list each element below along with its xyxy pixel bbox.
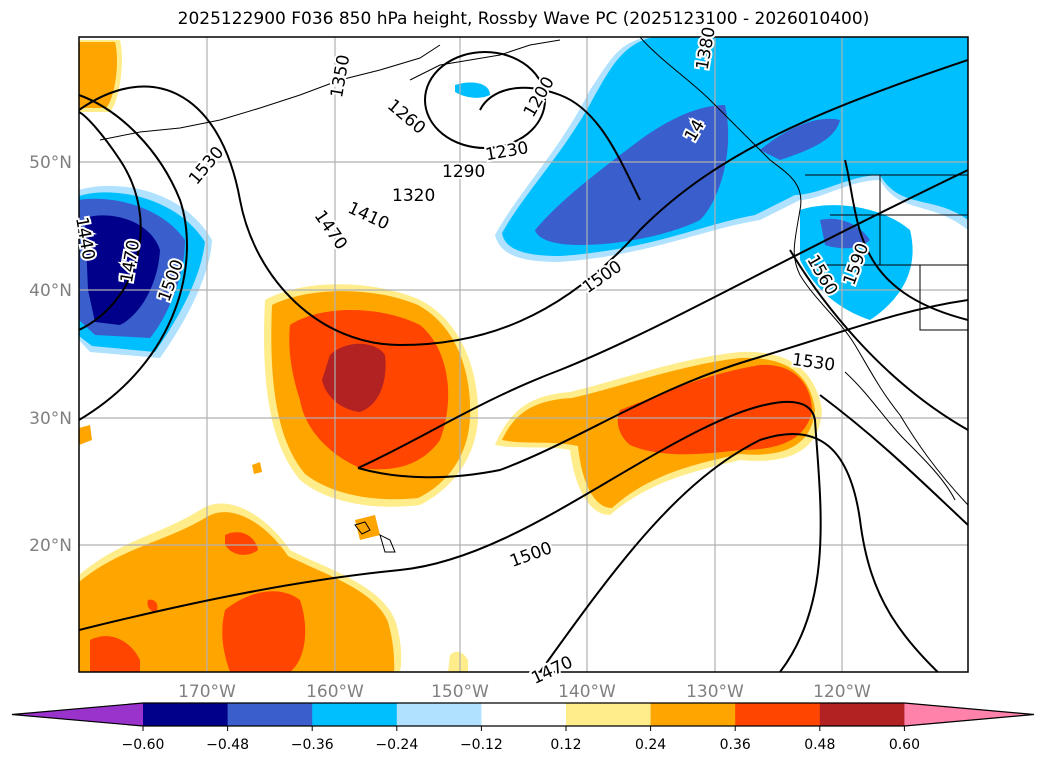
colorbar-segment bbox=[819, 703, 905, 726]
positive-anomaly-east bbox=[448, 351, 822, 672]
lat-label: 40°N bbox=[29, 281, 72, 301]
lon-label: 170°W bbox=[178, 682, 236, 702]
lat-label: 30°N bbox=[29, 409, 72, 429]
colorbar-tick-label: 0.60 bbox=[889, 737, 920, 753]
colorbar-segment bbox=[650, 703, 736, 726]
colorbar-tick-label: −0.24 bbox=[375, 737, 418, 753]
lat-label: 20°N bbox=[29, 536, 72, 556]
colorbar-tick-label: 0.24 bbox=[635, 737, 666, 753]
colorbar-tick-label: −0.12 bbox=[460, 737, 503, 753]
contour-label: 1320 bbox=[392, 186, 435, 206]
colorbar-segment bbox=[312, 703, 398, 726]
colorbar-segment bbox=[227, 703, 313, 726]
colorbar-tick-label: 0.12 bbox=[550, 737, 581, 753]
colorbar-extend-min bbox=[12, 703, 143, 726]
colorbar: −0.60 −0.48 −0.36 −0.24 −0.12 0.12 0.24 0.36 0.4… bbox=[11, 702, 1035, 753]
contour-label: 1230 bbox=[484, 138, 530, 165]
colorbar-segment bbox=[481, 703, 567, 726]
contour-label: 1410 bbox=[345, 198, 393, 234]
contour-label: 1500 bbox=[579, 257, 626, 298]
height-contours bbox=[79, 51, 968, 672]
coastlines bbox=[99, 37, 968, 553]
colorbar-tick-label: 0.48 bbox=[804, 737, 835, 753]
latitude-labels: 50°N 40°N 30°N 20°N bbox=[29, 153, 72, 556]
colorbar-extend-max bbox=[904, 703, 1034, 726]
positive-anomaly-southwest bbox=[79, 40, 402, 672]
colorbar-segment bbox=[735, 703, 821, 726]
positive-anomaly-central bbox=[264, 284, 479, 507]
lon-label: 140°W bbox=[558, 682, 616, 702]
lon-label: 150°W bbox=[431, 682, 489, 702]
contour-label: 1200 bbox=[520, 73, 559, 120]
negative-anomaly-northeast bbox=[455, 37, 968, 320]
colorbar-tick-label: 0.36 bbox=[720, 737, 751, 753]
colorbar-tick-label: −0.60 bbox=[122, 737, 165, 753]
lat-label: 50°N bbox=[29, 153, 72, 173]
map-title: 2025122900 F036 850 hPa height, Rossby W… bbox=[177, 9, 870, 29]
longitude-labels: 170°W 160°W 150°W 140°W 130°W 120°W bbox=[178, 682, 871, 702]
lon-label: 130°W bbox=[686, 682, 744, 702]
contour-label: 1260 bbox=[383, 96, 429, 139]
colorbar-tick-label: −0.36 bbox=[291, 737, 334, 753]
lon-label: 120°W bbox=[813, 682, 871, 702]
map-area bbox=[79, 37, 968, 672]
contour-label: 1500 bbox=[507, 538, 554, 572]
map-frame bbox=[78, 36, 969, 673]
colorbar-segment bbox=[566, 703, 652, 726]
colorbar-tick-label: −0.48 bbox=[206, 737, 249, 753]
contour-label: 1290 bbox=[442, 162, 485, 182]
contour-label: 1350 bbox=[327, 53, 354, 99]
colorbar-segment bbox=[396, 703, 482, 726]
negative-anomaly-west bbox=[79, 185, 212, 358]
lon-label: 160°W bbox=[306, 682, 364, 702]
colorbar-segment bbox=[143, 703, 229, 726]
